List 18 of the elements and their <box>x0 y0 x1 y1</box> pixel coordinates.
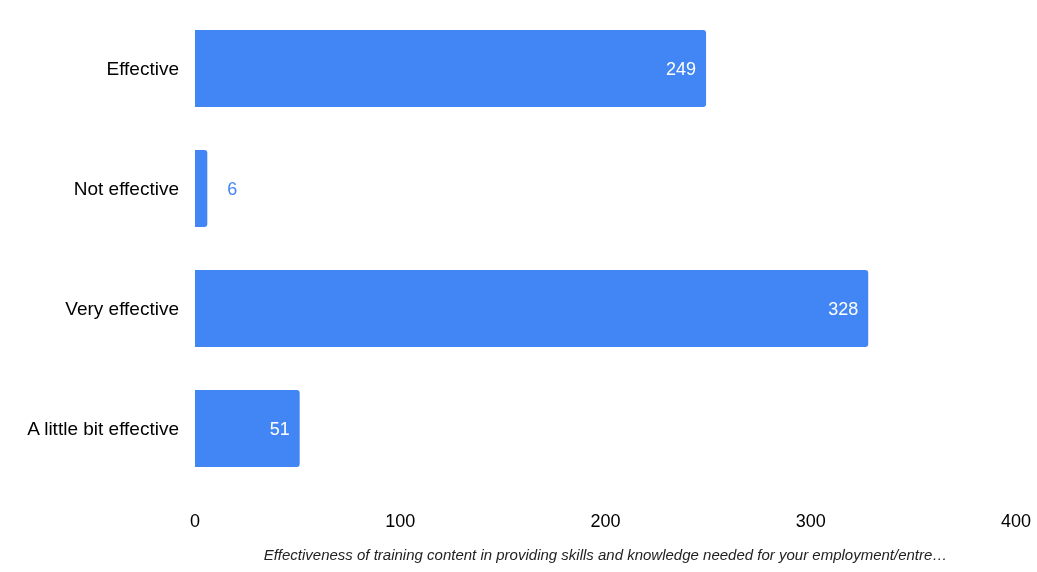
x-tick-label: 300 <box>795 510 826 531</box>
y-tick-label: A little bit effective <box>27 417 179 439</box>
x-tick-label: 0 <box>189 510 201 531</box>
x-tick-label: 100 <box>385 510 416 531</box>
data-label: 328 <box>828 298 859 319</box>
x-tick-label: 200 <box>590 510 621 531</box>
data-label: 51 <box>269 418 290 439</box>
bar <box>195 390 300 467</box>
y-tick-label: Very effective <box>65 297 179 319</box>
x-tick-label: 400 <box>1000 510 1032 531</box>
data-label: 6 <box>227 178 238 199</box>
bar <box>195 150 208 227</box>
y-tick-label: Effective <box>106 57 179 79</box>
y-tick-label: Not effective <box>73 177 179 199</box>
x-axis-title: Effectiveness of training content in providing skills and knowledge needed for your employment/entre… <box>263 546 948 563</box>
data-label: 249 <box>666 58 697 79</box>
bar <box>195 30 707 107</box>
bar <box>195 270 869 347</box>
